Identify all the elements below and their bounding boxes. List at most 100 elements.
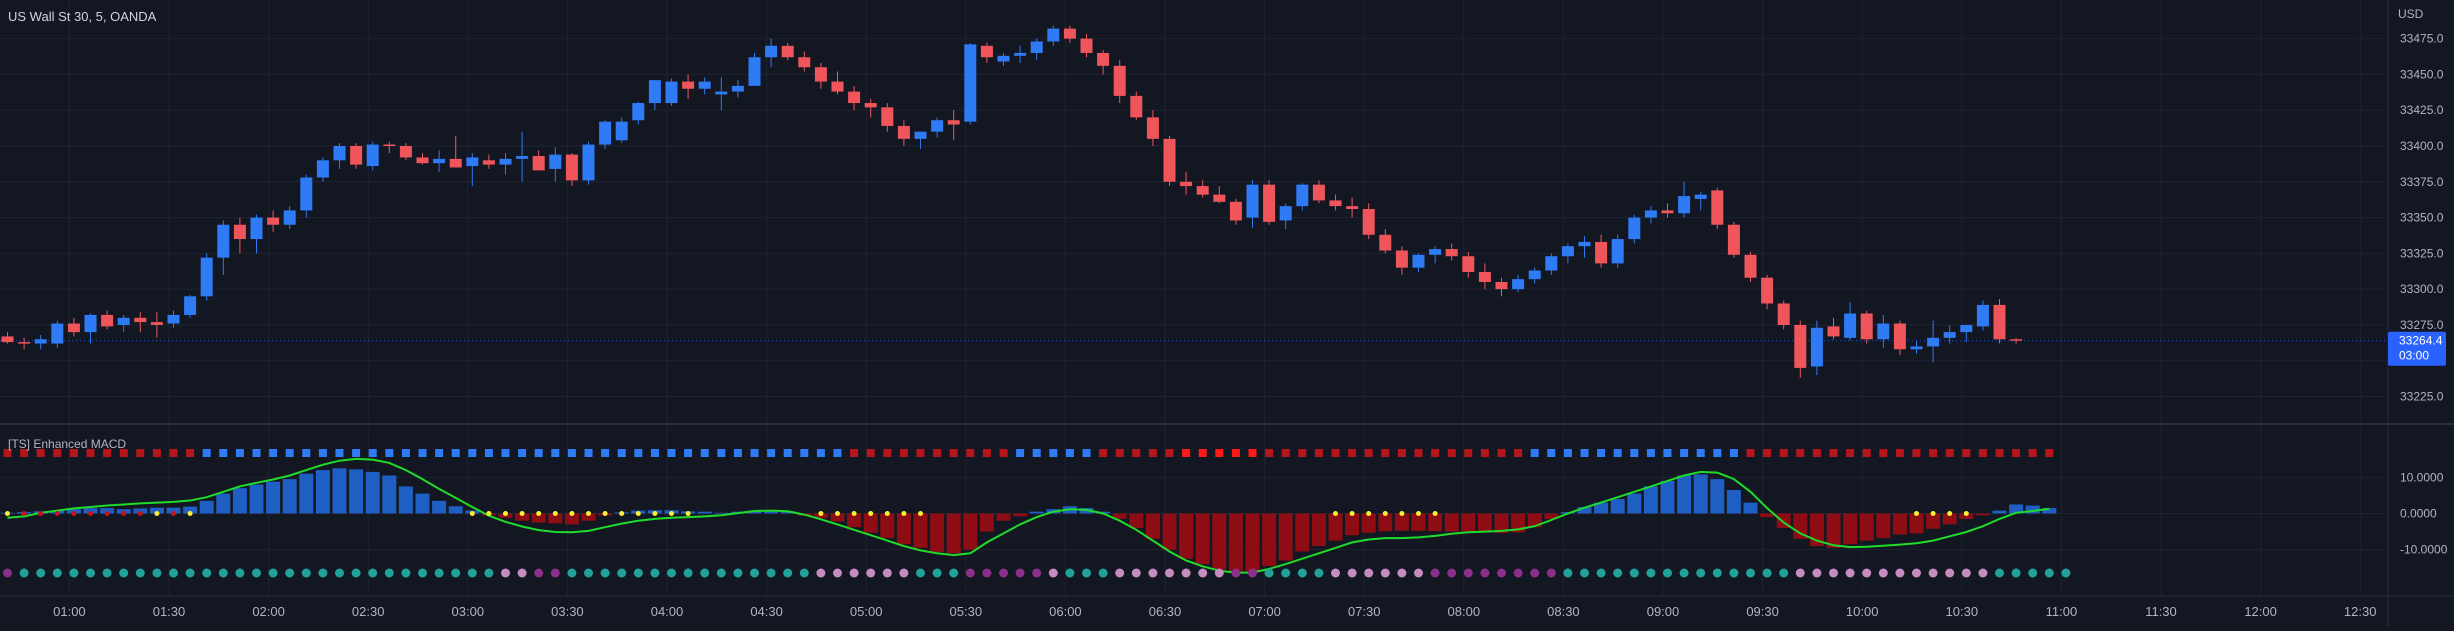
- macd-histogram-bar: [531, 513, 546, 523]
- candle-body: [1047, 28, 1060, 42]
- candle-body: [648, 80, 661, 104]
- top-signal-dot: [368, 449, 377, 457]
- top-signal-dot: [1995, 449, 2004, 457]
- macd-histogram-bar: [896, 513, 911, 545]
- bottom-signal-dot: [36, 568, 46, 578]
- candle-body: [1893, 323, 1906, 350]
- top-signal-dot: [1364, 449, 1373, 457]
- macd-indicator[interactable]: [0, 449, 2071, 578]
- candle-body: [565, 154, 578, 181]
- candle-body: [184, 296, 197, 315]
- macd-histogram-bar: [1195, 513, 1210, 565]
- bottom-signal-dot: [1032, 568, 1042, 578]
- indicator-title[interactable]: [TS] Enhanced MACD: [8, 437, 126, 451]
- top-signal-dot: [933, 449, 942, 457]
- bottom-signal-dot: [716, 568, 726, 578]
- candle-body: [1777, 303, 1790, 325]
- top-signal-dot: [700, 449, 709, 457]
- bottom-signal-dot: [1231, 568, 1241, 578]
- price-tick-label: 33275.0: [2400, 318, 2444, 332]
- top-signal-dot: [684, 449, 693, 457]
- currency-label: USD: [2398, 7, 2424, 21]
- top-signal-dot: [1630, 449, 1639, 457]
- top-signal-dot: [584, 449, 593, 457]
- time-tick-label: 05:30: [950, 604, 983, 619]
- top-signal-dot: [335, 449, 344, 457]
- bottom-signal-dot: [1928, 568, 1938, 578]
- top-signal-dot: [2045, 449, 2054, 457]
- candle-body: [84, 314, 97, 333]
- bottom-signal-dot: [1497, 568, 1506, 578]
- top-signal-dot: [733, 449, 742, 457]
- candle-body: [615, 121, 628, 141]
- top-signal-dot: [767, 449, 776, 457]
- bottom-signal-dot: [1862, 568, 1872, 578]
- grid-layer: [0, 0, 2388, 596]
- macd-histogram-bar: [199, 500, 214, 514]
- candle-body: [1097, 52, 1110, 66]
- bottom-signal-dot: [501, 568, 510, 578]
- zero-signal-dot: [1432, 511, 1438, 516]
- top-signal-dot: [1265, 449, 1274, 457]
- bottom-signal-dot: [1746, 568, 1755, 578]
- bottom-signal-dot: [1214, 568, 1224, 578]
- top-signal-dot: [1680, 449, 1689, 457]
- candle-body: [433, 158, 446, 164]
- zero-signal-dot: [635, 511, 641, 516]
- top-signal-dot: [418, 449, 427, 457]
- macd-histogram-bar: [963, 513, 978, 550]
- macd-histogram-bar: [415, 493, 430, 514]
- top-signal-dot: [800, 449, 809, 457]
- top-signal-dot: [103, 449, 112, 457]
- macd-histogram-bar: [1975, 513, 1990, 516]
- candle-body: [947, 120, 960, 125]
- bottom-signal-dot: [301, 568, 311, 578]
- top-signal-dot: [235, 449, 244, 457]
- bottom-signal-dot: [252, 568, 261, 578]
- top-signal-dot: [1348, 449, 1357, 457]
- bottom-signal-dot: [1613, 568, 1623, 578]
- candle-body: [1578, 241, 1591, 247]
- top-signal-dot: [866, 449, 875, 457]
- candle-body: [1910, 346, 1923, 350]
- bottom-signal-dot: [467, 568, 477, 578]
- top-signal-dot: [119, 449, 128, 457]
- macd-histogram-bar: [1693, 474, 1708, 514]
- top-signal-dot: [1912, 449, 1921, 457]
- macd-tick-label: -10.0000: [2400, 543, 2448, 557]
- bottom-signal-dot: [318, 568, 328, 578]
- bottom-signal-dot: [1198, 568, 1208, 578]
- top-signal-dot: [650, 449, 659, 457]
- top-signal-dot: [1779, 449, 1788, 457]
- macd-histogram-bar: [1627, 493, 1642, 514]
- bottom-signal-dot: [833, 568, 842, 578]
- top-signal-dot: [1713, 449, 1722, 457]
- candle-body: [1727, 224, 1740, 255]
- zero-signal-dot: [38, 511, 44, 516]
- candle-body: [2010, 339, 2023, 341]
- top-signal-dot: [999, 449, 1008, 457]
- top-signal-dot: [186, 449, 195, 457]
- top-signal-dot: [966, 449, 975, 457]
- macd-histogram-bar: [780, 511, 795, 514]
- macd-histogram-bar: [1461, 513, 1476, 532]
- macd-histogram-bar: [1378, 513, 1393, 532]
- top-signal-dot: [717, 449, 726, 457]
- top-signal-dot: [3, 449, 12, 457]
- bottom-signal-dot: [799, 568, 809, 578]
- macd-histogram-bar: [1129, 513, 1144, 528]
- bottom-signal-dot: [202, 568, 212, 578]
- zero-signal-dot: [1947, 511, 1953, 516]
- bottom-signal-dot: [384, 568, 394, 578]
- top-signal-dot: [69, 449, 78, 457]
- bottom-signal-dot: [1347, 568, 1357, 578]
- top-signal-dot: [634, 449, 643, 457]
- zero-signal-dot: [901, 511, 907, 516]
- top-signal-dot: [1331, 449, 1340, 457]
- symbol-title[interactable]: US Wall St 30, 5, OANDA: [8, 9, 157, 24]
- price-candles[interactable]: [1, 25, 2023, 378]
- candle-body: [1229, 201, 1242, 221]
- bottom-signal-dot: [19, 568, 29, 578]
